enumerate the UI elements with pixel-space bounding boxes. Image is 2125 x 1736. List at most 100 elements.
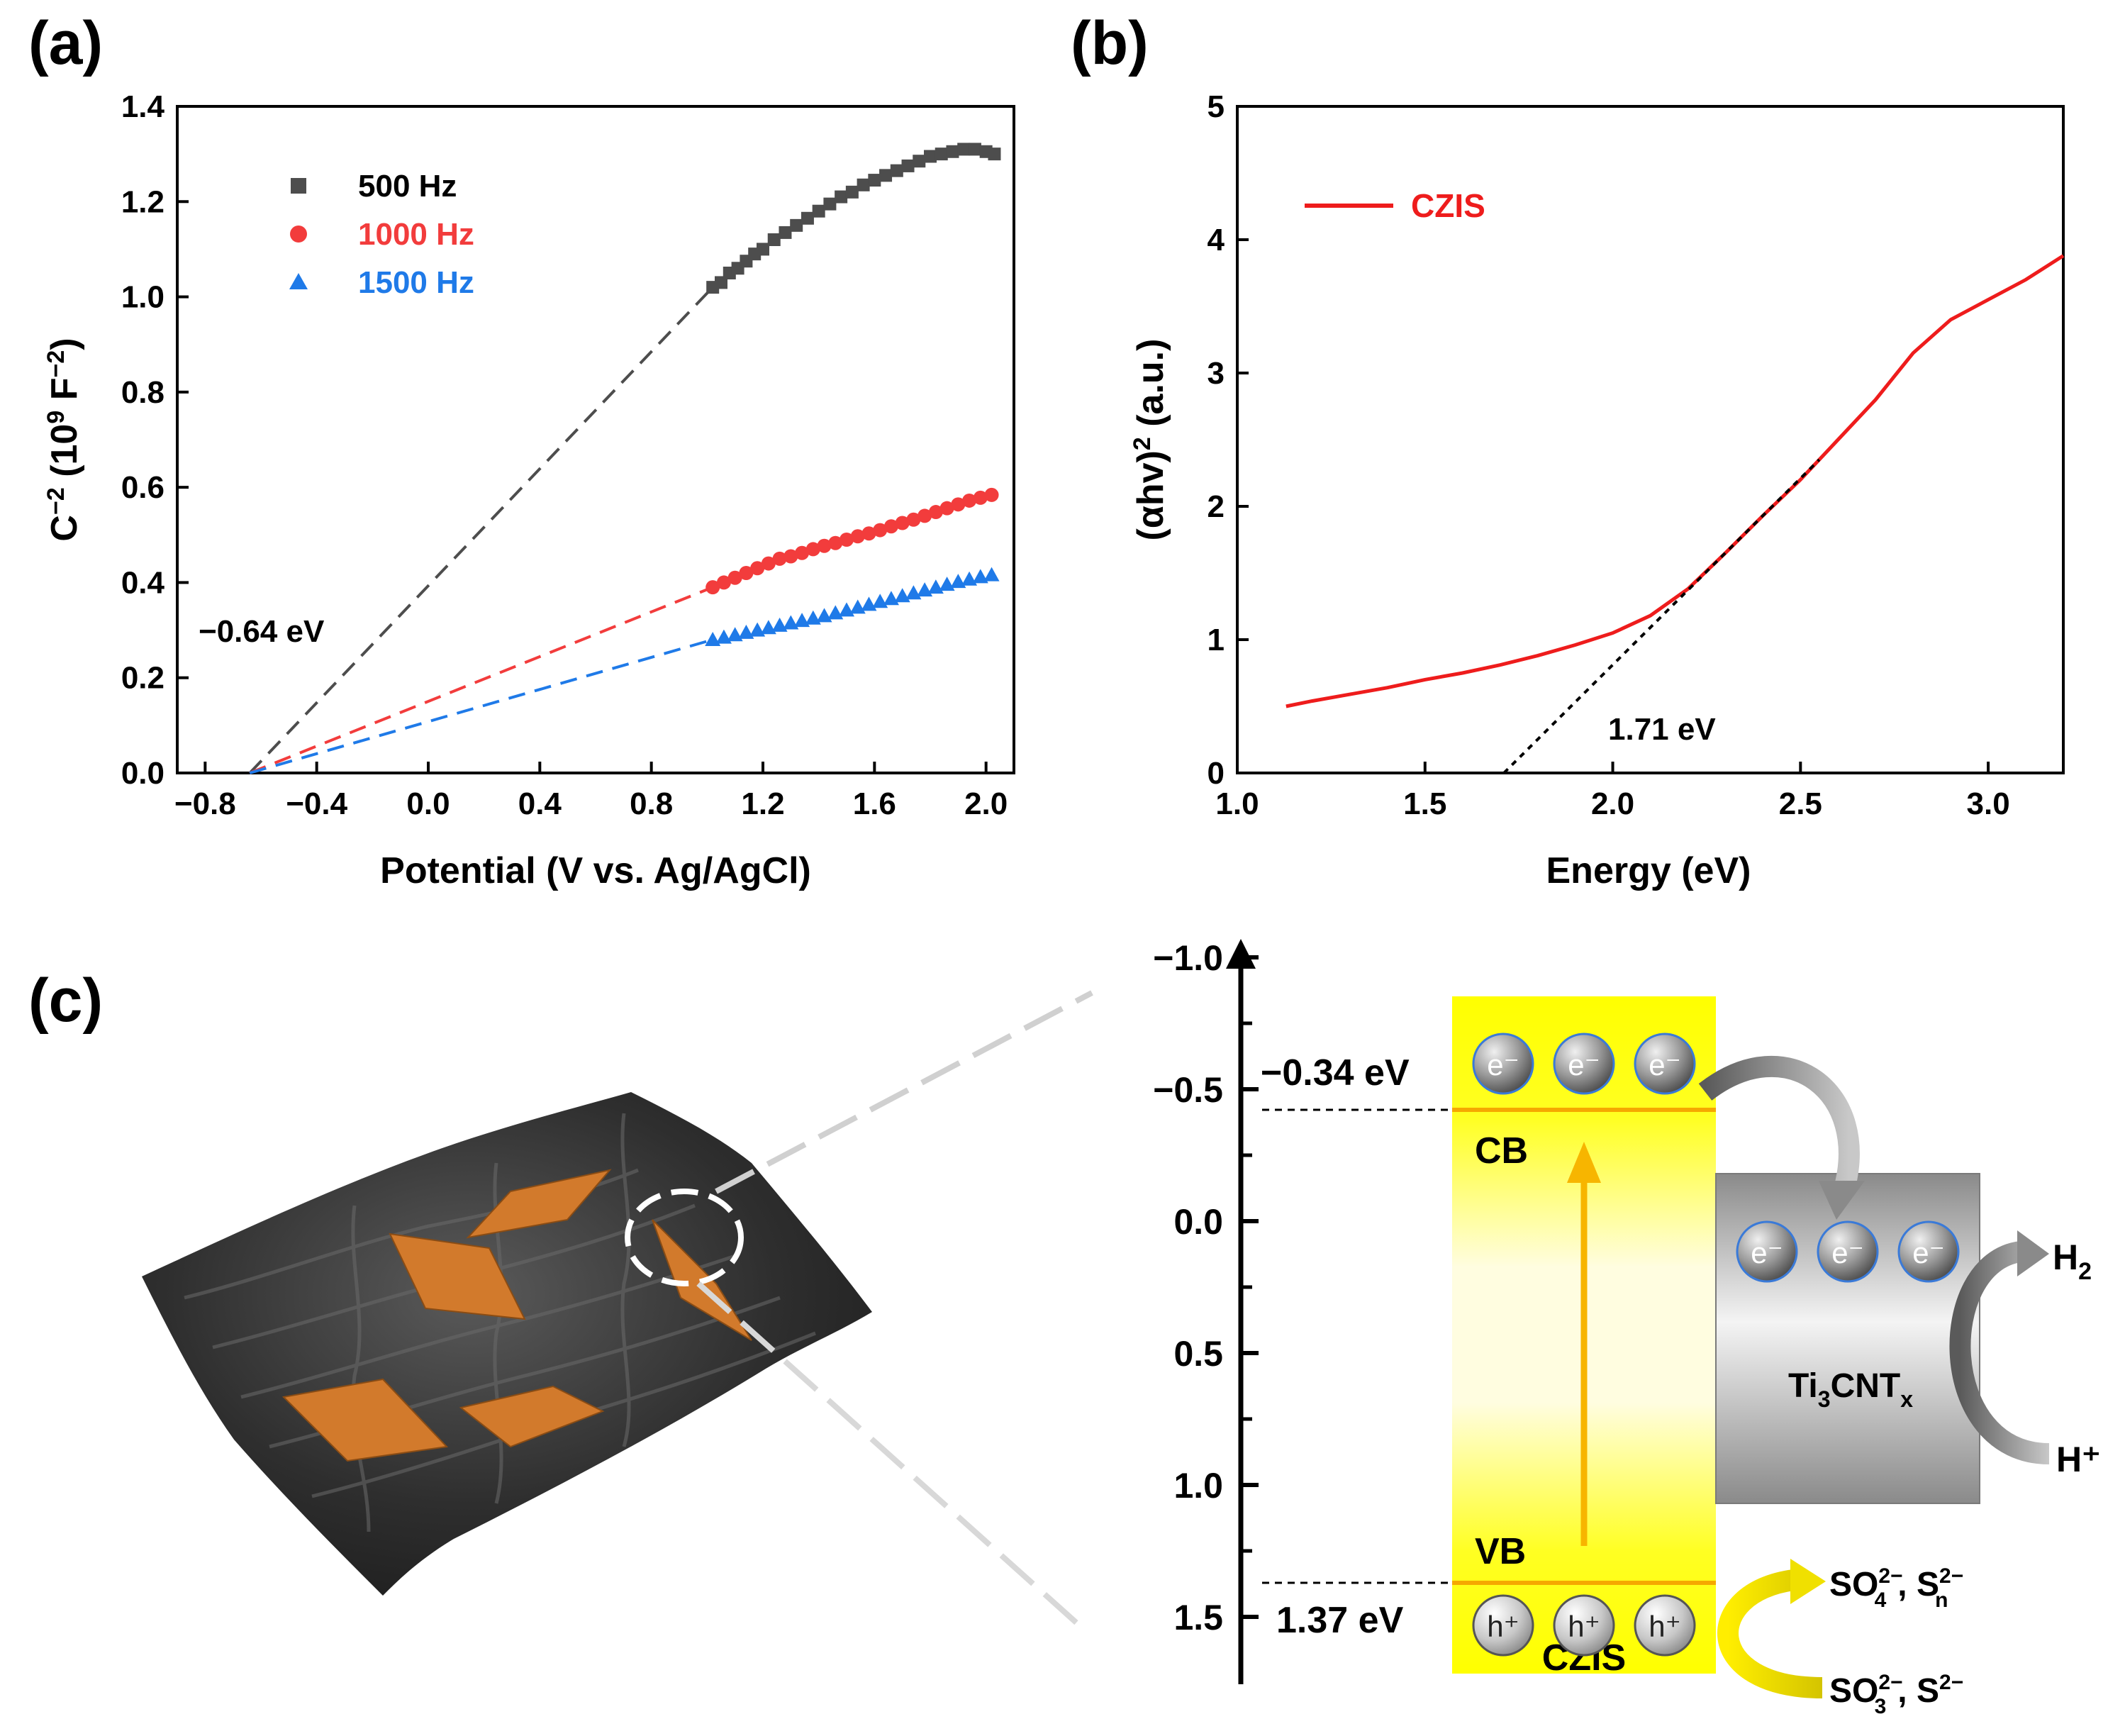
electron-transfer-arrowhead [1819, 1181, 1865, 1220]
data-point-circle [861, 526, 876, 541]
zoom-line-top [715, 990, 1093, 1194]
energy-tick-label: 0.0 [1173, 1202, 1223, 1242]
data-point-triangle [917, 582, 933, 597]
energy-tick-label: −1.0 [1153, 938, 1223, 978]
fit-lines-a [248, 286, 714, 774]
data-point-circle [840, 533, 854, 547]
data-point-square [901, 159, 915, 172]
catalyst-illustration [142, 990, 1093, 1626]
energy-tick-label: −0.5 [1153, 1070, 1223, 1110]
energy-tick-label: 1.5 [1173, 1598, 1223, 1637]
electron-3 [1634, 1033, 1696, 1095]
cb-energy-label: −0.34 eV [1261, 1052, 1410, 1094]
data-point-square [823, 197, 837, 211]
x-tick-label-b: 1.0 [1215, 786, 1259, 821]
data-point-circle [739, 566, 754, 580]
data-point-triangle [927, 579, 944, 594]
electron-1 [1472, 1033, 1534, 1095]
data-point-circle [772, 551, 787, 566]
mxene-surface [142, 1092, 872, 1596]
y-tick-label-a: 1.4 [121, 89, 165, 124]
data-point-square [946, 145, 959, 158]
energy-axis-ticks: −1.0 −0.5 0.0 0.5 1.0 1.5 [1153, 938, 1259, 1637]
panel-label-a: (a) [28, 9, 103, 77]
y-tick-label-b: 3 [1207, 356, 1225, 391]
holes-czis: h⁺ h⁺ h⁺ [1472, 1594, 1696, 1657]
data-point-circle [906, 512, 921, 527]
data-point-triangle [805, 610, 821, 625]
y-tick-label-b: 0 [1207, 756, 1225, 791]
legend-label: 500 Hz [358, 169, 457, 204]
electron-6-label: e⁻ [1912, 1236, 1945, 1269]
y-tick-label-a: 0.8 [121, 375, 164, 410]
hole-1-label: h⁺ [1487, 1610, 1519, 1643]
nanosheet-3 [281, 1378, 449, 1462]
spectrum-line [1285, 254, 2065, 708]
y-tick-label-a: 0.4 [121, 565, 165, 600]
nanosheet-1 [466, 1169, 612, 1239]
electron-4-label: e⁻ [1751, 1236, 1783, 1269]
legend-label: 1500 Hz [358, 265, 474, 300]
data-point-circle [951, 497, 966, 512]
data-point-square [890, 164, 903, 177]
mxene-label: Ti3CNTx [1788, 1367, 1913, 1412]
data-point-triangle [727, 627, 743, 642]
electron-4 [1736, 1220, 1798, 1283]
data-point-triangle [715, 629, 732, 644]
y-tick-label-b: 1 [1207, 623, 1225, 657]
data-point-square [913, 155, 926, 168]
data-point-triangle [905, 585, 922, 600]
data-point-circle [727, 570, 742, 585]
data-point-triangle [839, 602, 854, 617]
chart-a: −0.8 −0.4 0.0 0.4 0.8 1.2 1.6 2.0 0.00.20.40.60… [43, 89, 1015, 891]
data-point-square [790, 218, 803, 232]
chart-b: 1.0 1.5 2.0 2.5 3.0 0 1 2 3 4 5 CZIS 1.71 eV Ener… [1129, 89, 2065, 891]
legend-label: 1000 Hz [358, 217, 474, 252]
data-point-circle [850, 529, 865, 544]
data-point-triangle [961, 571, 978, 586]
data-point-circle [761, 556, 776, 571]
y-tick-label-b: 2 [1207, 489, 1225, 524]
data-point-triangle [749, 622, 766, 637]
data-point-circle [973, 490, 988, 505]
data-point-circle [828, 535, 843, 550]
data-point-square [757, 243, 769, 256]
x-axis-title-a: Potential (V vs. Ag/AgCl) [380, 850, 811, 891]
legend-label: CZIS [1411, 187, 1485, 224]
data-point-triangle [827, 605, 844, 620]
data-point-triangle [771, 617, 788, 632]
band-diagram: −1.0 −0.5 0.0 0.5 1.0 1.5 −0.34 eV 1.37 eV CB… [1153, 938, 2100, 1718]
data-lines-b [1285, 254, 2065, 774]
nanosheet-4 [459, 1385, 605, 1448]
h2-evolution-arrowhead [2017, 1230, 2049, 1276]
energy-tick-label: 1.0 [1173, 1466, 1223, 1506]
vb-energy-label: 1.37 eV [1276, 1600, 1404, 1641]
electron-5-label: e⁻ [1831, 1236, 1864, 1269]
x-tick-label-b: 2.5 [1779, 786, 1822, 821]
electron-transfer-arrow [1698, 1055, 1860, 1195]
data-point-circle [705, 580, 720, 595]
data-point-square [835, 190, 848, 204]
data-point-triangle [861, 596, 877, 611]
y-tick-label-b: 4 [1207, 223, 1225, 257]
oxidation-arrow [1717, 1569, 1823, 1698]
data-point-triangle [894, 588, 910, 603]
data-point-circle [928, 505, 943, 520]
fit-line [249, 586, 713, 774]
data-point-square [868, 174, 881, 187]
x-tick-label-a: 0.8 [630, 786, 673, 821]
data-point-square [968, 143, 981, 156]
zoom-circle [625, 1189, 744, 1286]
y-axis-b: 0 1 2 3 4 5 [1207, 89, 1249, 791]
data-point-circle [873, 523, 888, 538]
data-point-square [924, 150, 937, 163]
plot-frame-b [1236, 105, 2065, 774]
h2-label: H2 [2053, 1237, 2092, 1285]
x-axis-a: −0.8 −0.4 0.0 0.4 0.8 1.2 1.6 2.0 [174, 762, 1008, 821]
data-point-square [988, 148, 1001, 161]
electron-2 [1553, 1033, 1615, 1095]
h2-evolution-arrow [1949, 1241, 2050, 1464]
x-tick-label-a: 1.6 [853, 786, 896, 821]
plot-frame-a [176, 105, 1015, 774]
